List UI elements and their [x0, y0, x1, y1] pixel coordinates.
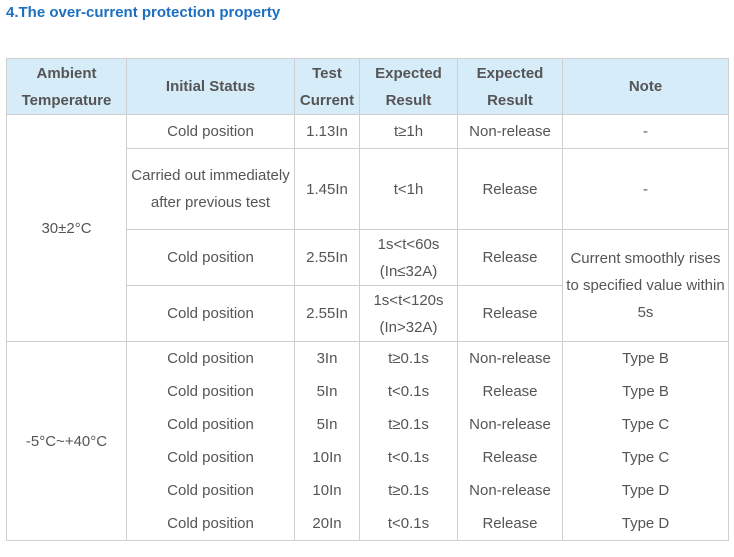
test-current-cell: 1.13In — [294, 114, 360, 149]
table-row: 30±2°C Cold position 1.13In t≥1h Non-rel… — [6, 114, 729, 342]
expected-result-1-cell: 1s<t<120s (In>32A) — [359, 285, 458, 342]
note-cell: Type D — [562, 507, 729, 541]
table-row: Cold position 10In t<0.1s Release Type C — [7, 441, 729, 474]
initial-status-cell: Carried out immediately after previous t… — [126, 148, 295, 230]
initial-status-cell: Cold position — [126, 229, 295, 286]
test-current-cell: 2.55In — [294, 285, 360, 342]
table-row: Carried out immediately after previous t… — [7, 148, 729, 230]
note-cell: Type C — [562, 441, 729, 474]
expected-result-1-cell: t≥0.1s — [359, 474, 458, 507]
test-current-cell: 5In — [294, 408, 360, 441]
header-expected-result-1: Expected Result — [359, 58, 458, 115]
expected-result-1-cell: t≥0.1s — [359, 341, 458, 375]
initial-status-cell: Cold position — [126, 341, 295, 375]
expected-result-2-cell: Non-release — [457, 341, 563, 375]
expected-result-1-cell: t<0.1s — [359, 441, 458, 474]
expected-result-2-cell: Non-release — [457, 114, 563, 149]
ambient-temperature-cell: 30±2°C — [6, 114, 127, 342]
test-current-cell: 3In — [294, 341, 360, 375]
expected-result-2-cell: Release — [457, 375, 563, 408]
expected-result-2-cell: Release — [457, 229, 563, 286]
header-expected-result-2: Expected Result — [457, 58, 563, 115]
initial-status-cell: Cold position — [126, 285, 295, 342]
expected-result-1-cell: t<0.1s — [359, 375, 458, 408]
header-ambient-temperature: Ambient Temperature — [6, 58, 127, 115]
initial-status-cell: Cold position — [126, 441, 295, 474]
test-current-cell: 2.55In — [294, 229, 360, 286]
note-cell: Type C — [562, 408, 729, 441]
header-initial-status: Initial Status — [126, 58, 295, 115]
note-cell: Type B — [562, 375, 729, 408]
table-row: Cold position 2.55In 1s<t<60s (In≤32A) R… — [7, 229, 729, 342]
table-row: Cold position 20In t<0.1s Release Type D — [7, 507, 729, 541]
expected-result-2-cell: Non-release — [457, 474, 563, 507]
table-row: Cold position 2.55In 1s<t<120s (In>32A) … — [7, 285, 729, 342]
table-row: Cold position 5In t≥0.1s Non-release Typ… — [7, 408, 729, 441]
note-cell: - — [562, 114, 729, 149]
test-current-cell: 20In — [294, 507, 360, 541]
expected-result-1-cell: t≥0.1s — [359, 408, 458, 441]
expected-result-2-cell: Release — [457, 148, 563, 230]
initial-status-cell: Cold position — [126, 408, 295, 441]
test-current-cell: 10In — [294, 474, 360, 507]
note-merged-cell: Current smoothly rises to specified valu… — [562, 229, 729, 342]
expected-result-1-cell: 1s<t<60s (In≤32A) — [359, 229, 458, 286]
note-cell: - — [562, 148, 729, 230]
note-cell: Type D — [562, 474, 729, 507]
initial-status-cell: Cold position — [126, 114, 295, 149]
table-row: Cold position 5In t<0.1s Release Type B — [7, 375, 729, 408]
test-current-cell: 5In — [294, 375, 360, 408]
over-current-table: Ambient Temperature Initial Status Test Cu… — [6, 58, 729, 541]
header-note: Note — [562, 58, 729, 115]
expected-result-1-cell: t<0.1s — [359, 507, 458, 541]
test-current-cell: 10In — [294, 441, 360, 474]
header-test-current: Test Current — [294, 58, 360, 115]
section-heading: 4.The over-current protection property — [6, 4, 281, 21]
initial-status-cell: Cold position — [126, 375, 295, 408]
note-cell: Type B — [562, 341, 729, 375]
table-row: Cold position 10In t≥0.1s Non-release Ty… — [7, 474, 729, 507]
initial-status-cell: Cold position — [126, 474, 295, 507]
expected-result-1-cell: t≥1h — [359, 114, 458, 149]
initial-status-cell: Cold position — [126, 507, 295, 541]
table-header-row: Ambient Temperature Initial Status Test Cu… — [6, 58, 729, 115]
test-current-cell: 1.45In — [294, 148, 360, 230]
ambient-temperature-cell: -5°C~+40°C — [6, 341, 127, 541]
table-row: -5°C~+40°C Cold position 3In t≥0.1s Non-… — [6, 341, 729, 541]
expected-result-2-cell: Release — [457, 285, 563, 342]
expected-result-2-cell: Non-release — [457, 408, 563, 441]
expected-result-2-cell: Release — [457, 507, 563, 541]
expected-result-2-cell: Release — [457, 441, 563, 474]
expected-result-1-cell: t<1h — [359, 148, 458, 230]
